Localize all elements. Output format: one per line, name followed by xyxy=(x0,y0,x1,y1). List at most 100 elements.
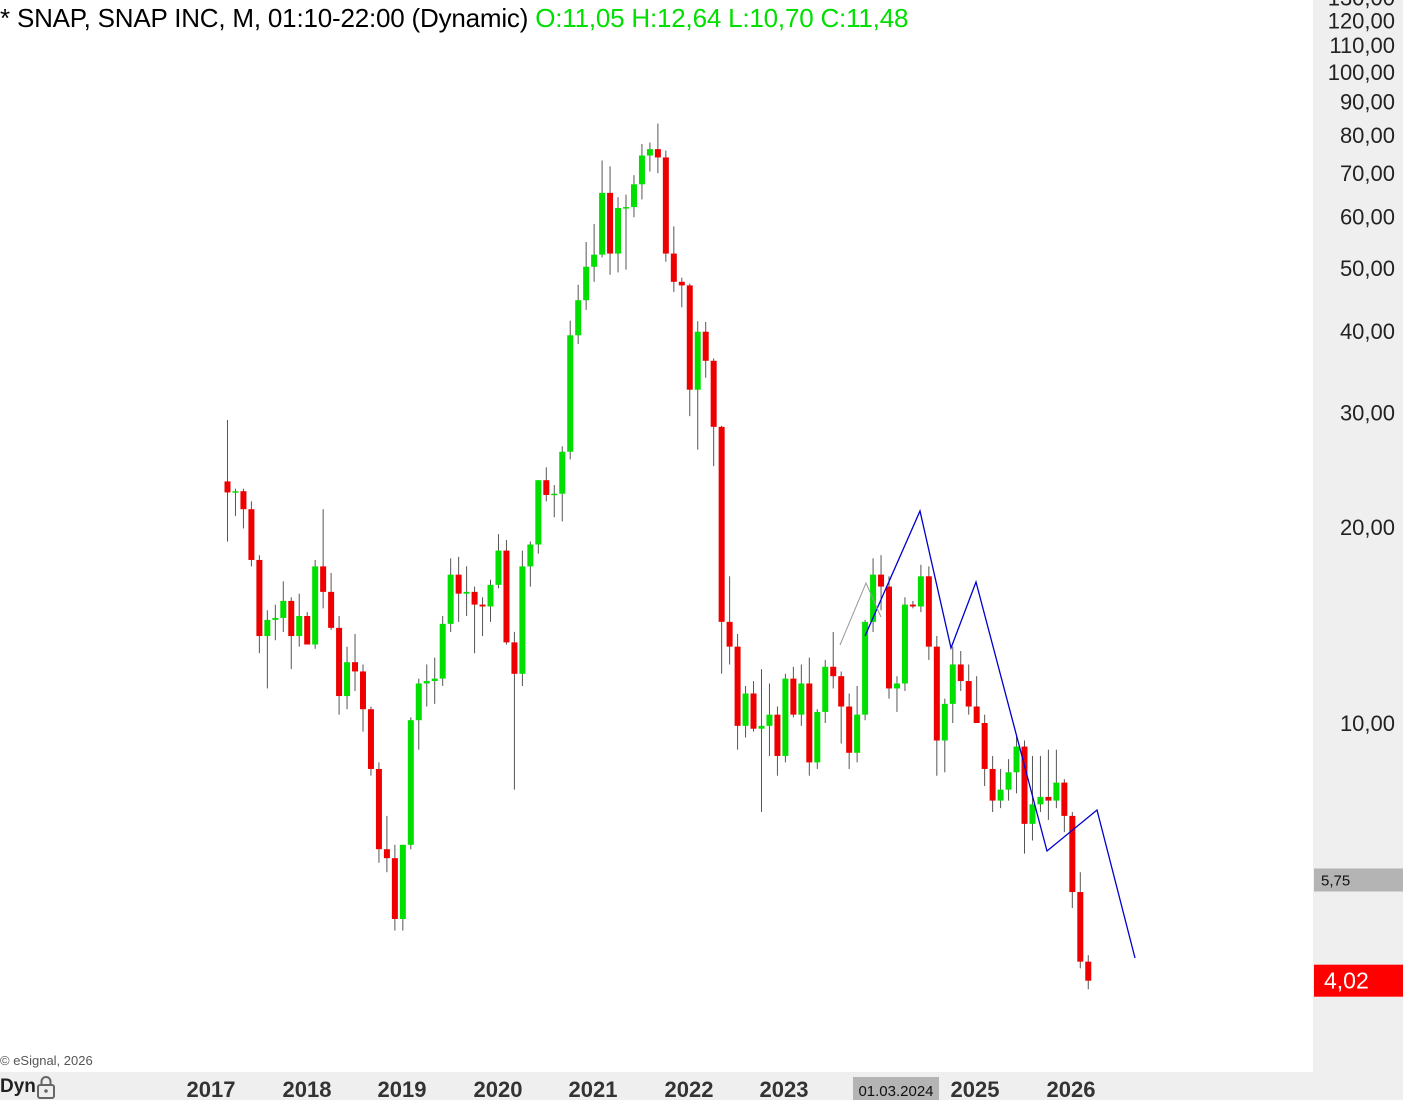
candle-2020-02 xyxy=(503,540,510,645)
candle-2023-07 xyxy=(830,631,837,689)
candle-body xyxy=(766,714,773,726)
candle-body xyxy=(559,451,566,494)
candle-2023-02 xyxy=(790,666,797,718)
dyn-label[interactable]: Dyn xyxy=(0,1076,36,1097)
candle-2022-03 xyxy=(702,321,709,378)
candle-body xyxy=(806,683,813,763)
candle-body xyxy=(423,681,430,684)
candle-body xyxy=(1005,772,1012,790)
candle-2018-07 xyxy=(352,633,359,691)
candle-body xyxy=(447,574,454,624)
candle-body xyxy=(543,480,550,495)
candle-body xyxy=(391,858,398,919)
candle-2021-05 xyxy=(623,194,629,270)
y-tick-label: 110,00 xyxy=(1329,33,1395,58)
candle-body xyxy=(1045,796,1052,801)
candle-2019-10 xyxy=(471,586,478,654)
candle-2021-11 xyxy=(670,226,677,293)
candle-2019-08 xyxy=(455,556,462,622)
candle-2021-04 xyxy=(615,197,622,273)
chart-area[interactable] xyxy=(0,0,1313,1072)
candle-body xyxy=(886,586,893,689)
candle-body xyxy=(375,768,382,850)
candle-2020-08 xyxy=(551,485,558,518)
candle-body xyxy=(463,591,470,594)
candle-2024-04 xyxy=(901,597,908,691)
candle-body xyxy=(367,709,374,769)
candle-body xyxy=(575,300,582,336)
candle-body xyxy=(750,693,757,729)
candle-body xyxy=(822,666,829,712)
candle-2021-08 xyxy=(646,142,653,172)
candle-2025-07 xyxy=(1021,740,1028,854)
candle-2023-01 xyxy=(782,673,789,763)
candle-2024-05 xyxy=(909,600,916,609)
candle-2019-03 xyxy=(415,678,422,750)
candle-2022-02 xyxy=(694,321,701,450)
candle-body xyxy=(431,678,438,682)
candle-2021-10 xyxy=(662,150,669,262)
candle-body xyxy=(646,149,653,156)
candle-2021-02 xyxy=(599,160,606,258)
candle-body xyxy=(383,849,390,859)
candle-2026-03 xyxy=(1085,955,1092,990)
candle-2021-09 xyxy=(654,123,661,174)
candle-2020-10 xyxy=(567,320,574,460)
candle-2026-01 xyxy=(1069,811,1076,908)
candle-2023-09 xyxy=(846,693,853,769)
candle-2025-03 xyxy=(989,755,996,812)
y-tick-label: 90,00 xyxy=(1340,90,1395,115)
candle-2019-11 xyxy=(479,597,486,637)
candle-2025-12 xyxy=(1061,779,1068,833)
candle-2021-06 xyxy=(630,175,637,218)
candle-body xyxy=(1029,804,1036,824)
candle-body xyxy=(240,491,247,510)
candle-2025-02 xyxy=(981,714,988,787)
candle-body xyxy=(527,544,534,567)
candle-2023-08 xyxy=(838,671,845,744)
candle-2020-09 xyxy=(559,446,566,522)
y-tick-label: 80,00 xyxy=(1340,123,1395,148)
price-marker-label: 5,75 xyxy=(1321,872,1350,889)
candle-2023-03 xyxy=(798,664,805,726)
candle-2024-01 xyxy=(878,555,885,611)
candle-2018-08 xyxy=(359,664,366,732)
candle-body xyxy=(909,604,916,607)
candle-body xyxy=(838,676,845,707)
lock-icon[interactable] xyxy=(34,1074,58,1100)
candle-2020-04 xyxy=(519,550,526,686)
candle-body xyxy=(272,617,279,620)
trendline-projection xyxy=(864,508,1136,959)
candle-2025-06 xyxy=(1013,734,1020,794)
candle-body xyxy=(854,714,861,753)
candle-body xyxy=(407,720,414,845)
candle-2017-03 xyxy=(224,419,231,542)
candle-body xyxy=(949,664,956,704)
candle-2017-12 xyxy=(296,593,303,647)
candle-body xyxy=(989,768,996,801)
candle-2020-06 xyxy=(535,480,542,554)
candle-2020-03 xyxy=(511,631,518,790)
candle-body xyxy=(1061,782,1068,816)
candle-2022-06 xyxy=(726,576,733,665)
candle-body xyxy=(846,706,853,753)
candle-2022-10 xyxy=(758,669,765,812)
candle-2018-11 xyxy=(383,815,390,873)
candle-2018-06 xyxy=(344,646,351,710)
time-axis[interactable] xyxy=(0,1072,1313,1100)
candle-2024-09 xyxy=(941,698,948,773)
candle-body xyxy=(790,678,797,715)
candle-2025-10 xyxy=(1045,749,1052,820)
candle-2017-09 xyxy=(272,604,279,641)
candle-body xyxy=(352,662,359,672)
candle-body xyxy=(583,266,590,301)
candle-body xyxy=(686,285,693,390)
candle-2022-01 xyxy=(686,283,693,417)
price-axis[interactable] xyxy=(1313,0,1403,1100)
candle-2022-09 xyxy=(750,681,757,732)
candle-2024-02 xyxy=(886,576,893,699)
candle-2018-09 xyxy=(367,706,374,776)
candle-2024-03 xyxy=(893,676,900,712)
candle-2019-07 xyxy=(447,558,454,632)
